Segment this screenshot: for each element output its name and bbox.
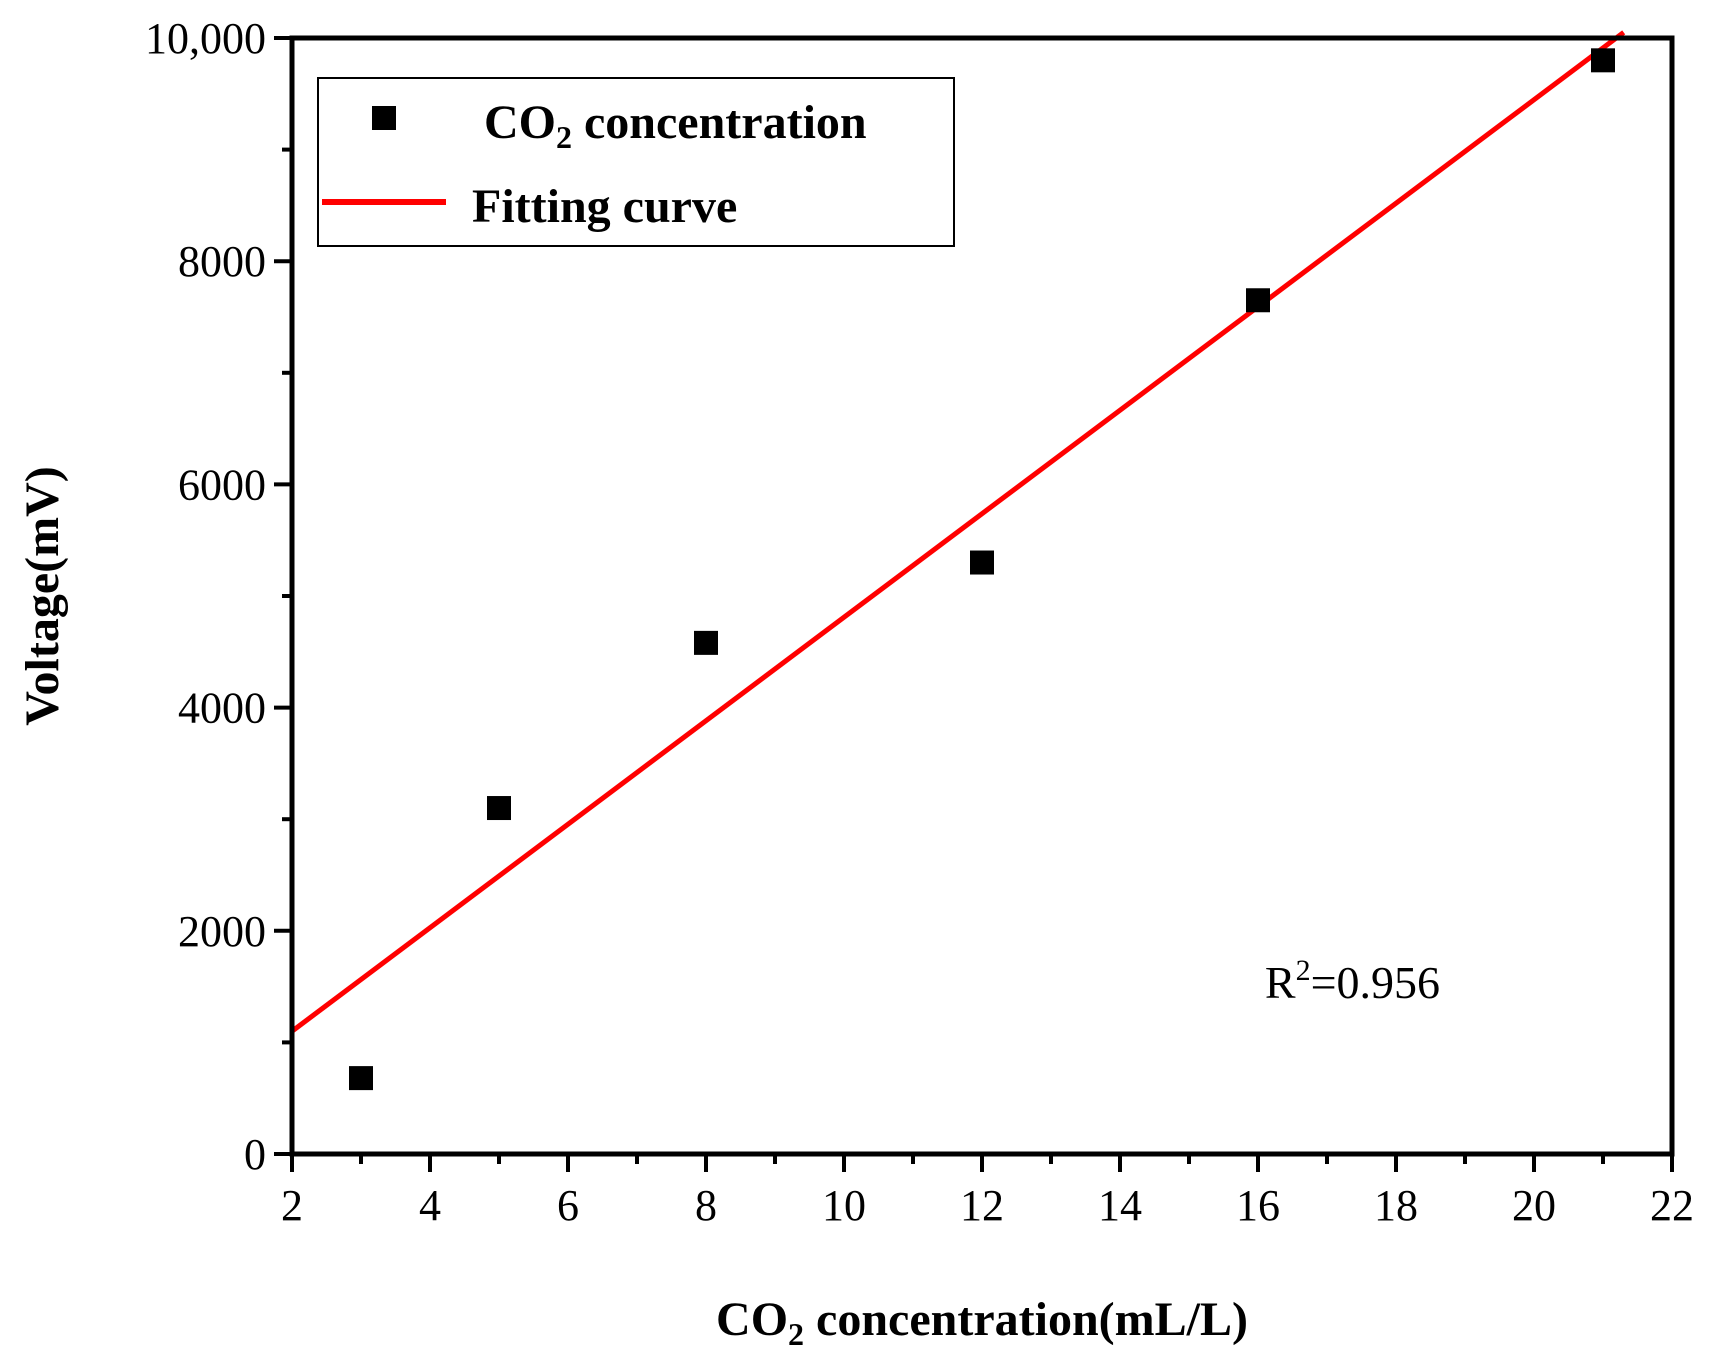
x-tick-label: 14 <box>1098 1181 1142 1230</box>
x-tick-label: 8 <box>695 1181 717 1230</box>
legend-label-co2: CO2 concentration <box>484 96 867 155</box>
data-point <box>487 796 511 821</box>
legend-box <box>317 77 955 247</box>
plot-marks <box>290 30 1626 1091</box>
x-tick-label: 18 <box>1374 1181 1418 1230</box>
plot-frame <box>289 35 1675 1157</box>
x-tick-label: 12 <box>960 1181 1004 1230</box>
legend-marker-square <box>372 106 396 130</box>
axis-tick-labels: 2 4 6 8 10 12 14 16 18 20 22 0 2000 4000 6000 8000 10,00… <box>145 14 1694 1230</box>
y-tick-label: 6000 <box>178 460 266 509</box>
r-squared-annotation: R2=0.956 <box>1265 954 1440 1008</box>
x-axis-title: CO2 concentration(mL/L) <box>716 1293 1248 1352</box>
y-tick-label: 8000 <box>178 237 266 286</box>
data-point <box>1246 288 1270 313</box>
x-tick-label: 22 <box>1650 1181 1694 1230</box>
y-tick-label: 4000 <box>178 684 266 733</box>
data-point <box>694 630 718 655</box>
fitting-curve-line <box>290 30 1626 1034</box>
x-tick-label: 20 <box>1512 1181 1556 1230</box>
x-tick-label: 10 <box>822 1181 866 1230</box>
y-axis-title: Voltage(mV) <box>16 466 69 726</box>
x-tick-label: 6 <box>557 1181 579 1230</box>
data-point <box>349 1066 373 1091</box>
y-tick-label: 0 <box>244 1130 266 1179</box>
x-tick-label: 16 <box>1236 1181 1280 1230</box>
x-tick-label: 4 <box>419 1181 441 1230</box>
legend: CO2 concentration Fitting curve <box>317 77 955 247</box>
y-tick-label: 10,000 <box>145 14 266 63</box>
y-tick-label: 2000 <box>178 907 266 956</box>
legend-label-fitting-curve: Fitting curve <box>472 180 737 233</box>
data-point <box>1591 48 1615 73</box>
data-point <box>970 550 994 575</box>
x-tick-label: 2 <box>281 1181 303 1230</box>
